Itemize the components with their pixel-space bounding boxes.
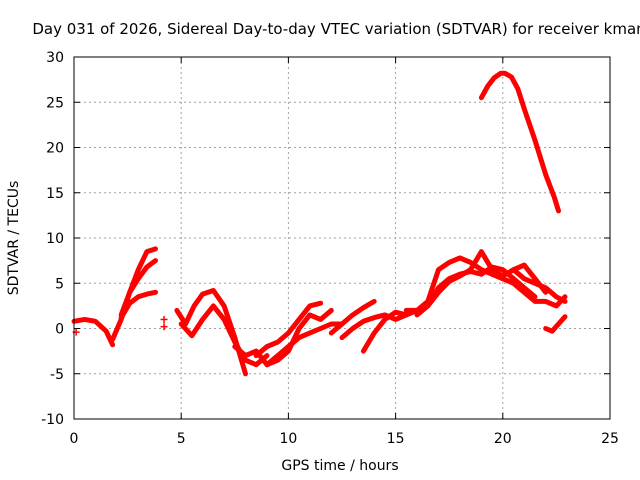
grid-lines bbox=[74, 57, 610, 419]
series-trace-r bbox=[543, 314, 568, 334]
series-trace-j bbox=[328, 298, 377, 336]
series-trace-p bbox=[489, 271, 568, 309]
y-tick-label: -10 bbox=[41, 412, 64, 428]
y-tick-label: 20 bbox=[46, 141, 64, 157]
x-tick-label: 15 bbox=[387, 431, 405, 447]
series-trace-a bbox=[71, 316, 116, 348]
series-trace-e bbox=[174, 288, 248, 377]
isolated-point bbox=[160, 315, 168, 323]
series-trace-o bbox=[425, 249, 549, 309]
x-tick-label: 25 bbox=[601, 431, 619, 447]
series-trace-c bbox=[118, 258, 158, 318]
series-trace-s bbox=[478, 70, 561, 214]
series-trace-g bbox=[232, 307, 334, 368]
axis-ticks: 0 5 10 15 20 25 -10 -5 0 5 10 15 20 25 30 bbox=[41, 50, 619, 447]
isolated-point bbox=[160, 323, 168, 331]
y-tick-label: 30 bbox=[46, 50, 64, 66]
series-trace-k bbox=[339, 312, 409, 341]
x-tick-label: 0 bbox=[70, 431, 79, 447]
series-trace-h bbox=[253, 300, 324, 359]
y-tick-label: 0 bbox=[55, 322, 64, 338]
series-trace-f bbox=[178, 303, 270, 368]
y-axis-label: SDTVAR / TECUs bbox=[6, 181, 22, 296]
x-tick-label: 5 bbox=[177, 431, 186, 447]
y-tick-label: -5 bbox=[50, 367, 64, 383]
series-trace-i bbox=[264, 321, 345, 368]
plot-frame bbox=[73, 56, 611, 420]
x-tick-label: 20 bbox=[494, 431, 512, 447]
y-tick-label: 15 bbox=[46, 186, 64, 202]
x-axis-label: GPS time / hours bbox=[281, 458, 398, 474]
series-trace-q bbox=[511, 267, 568, 304]
y-tick-label: 5 bbox=[55, 276, 64, 292]
y-tick-label: 10 bbox=[46, 231, 64, 247]
y-tick-label: 25 bbox=[46, 95, 64, 111]
chart-title: Day 031 of 2026, Sidereal Day-to-day VTE… bbox=[32, 20, 640, 38]
x-tick-label: 10 bbox=[279, 431, 297, 447]
data-series bbox=[71, 70, 568, 377]
series-trace-d bbox=[118, 289, 158, 321]
